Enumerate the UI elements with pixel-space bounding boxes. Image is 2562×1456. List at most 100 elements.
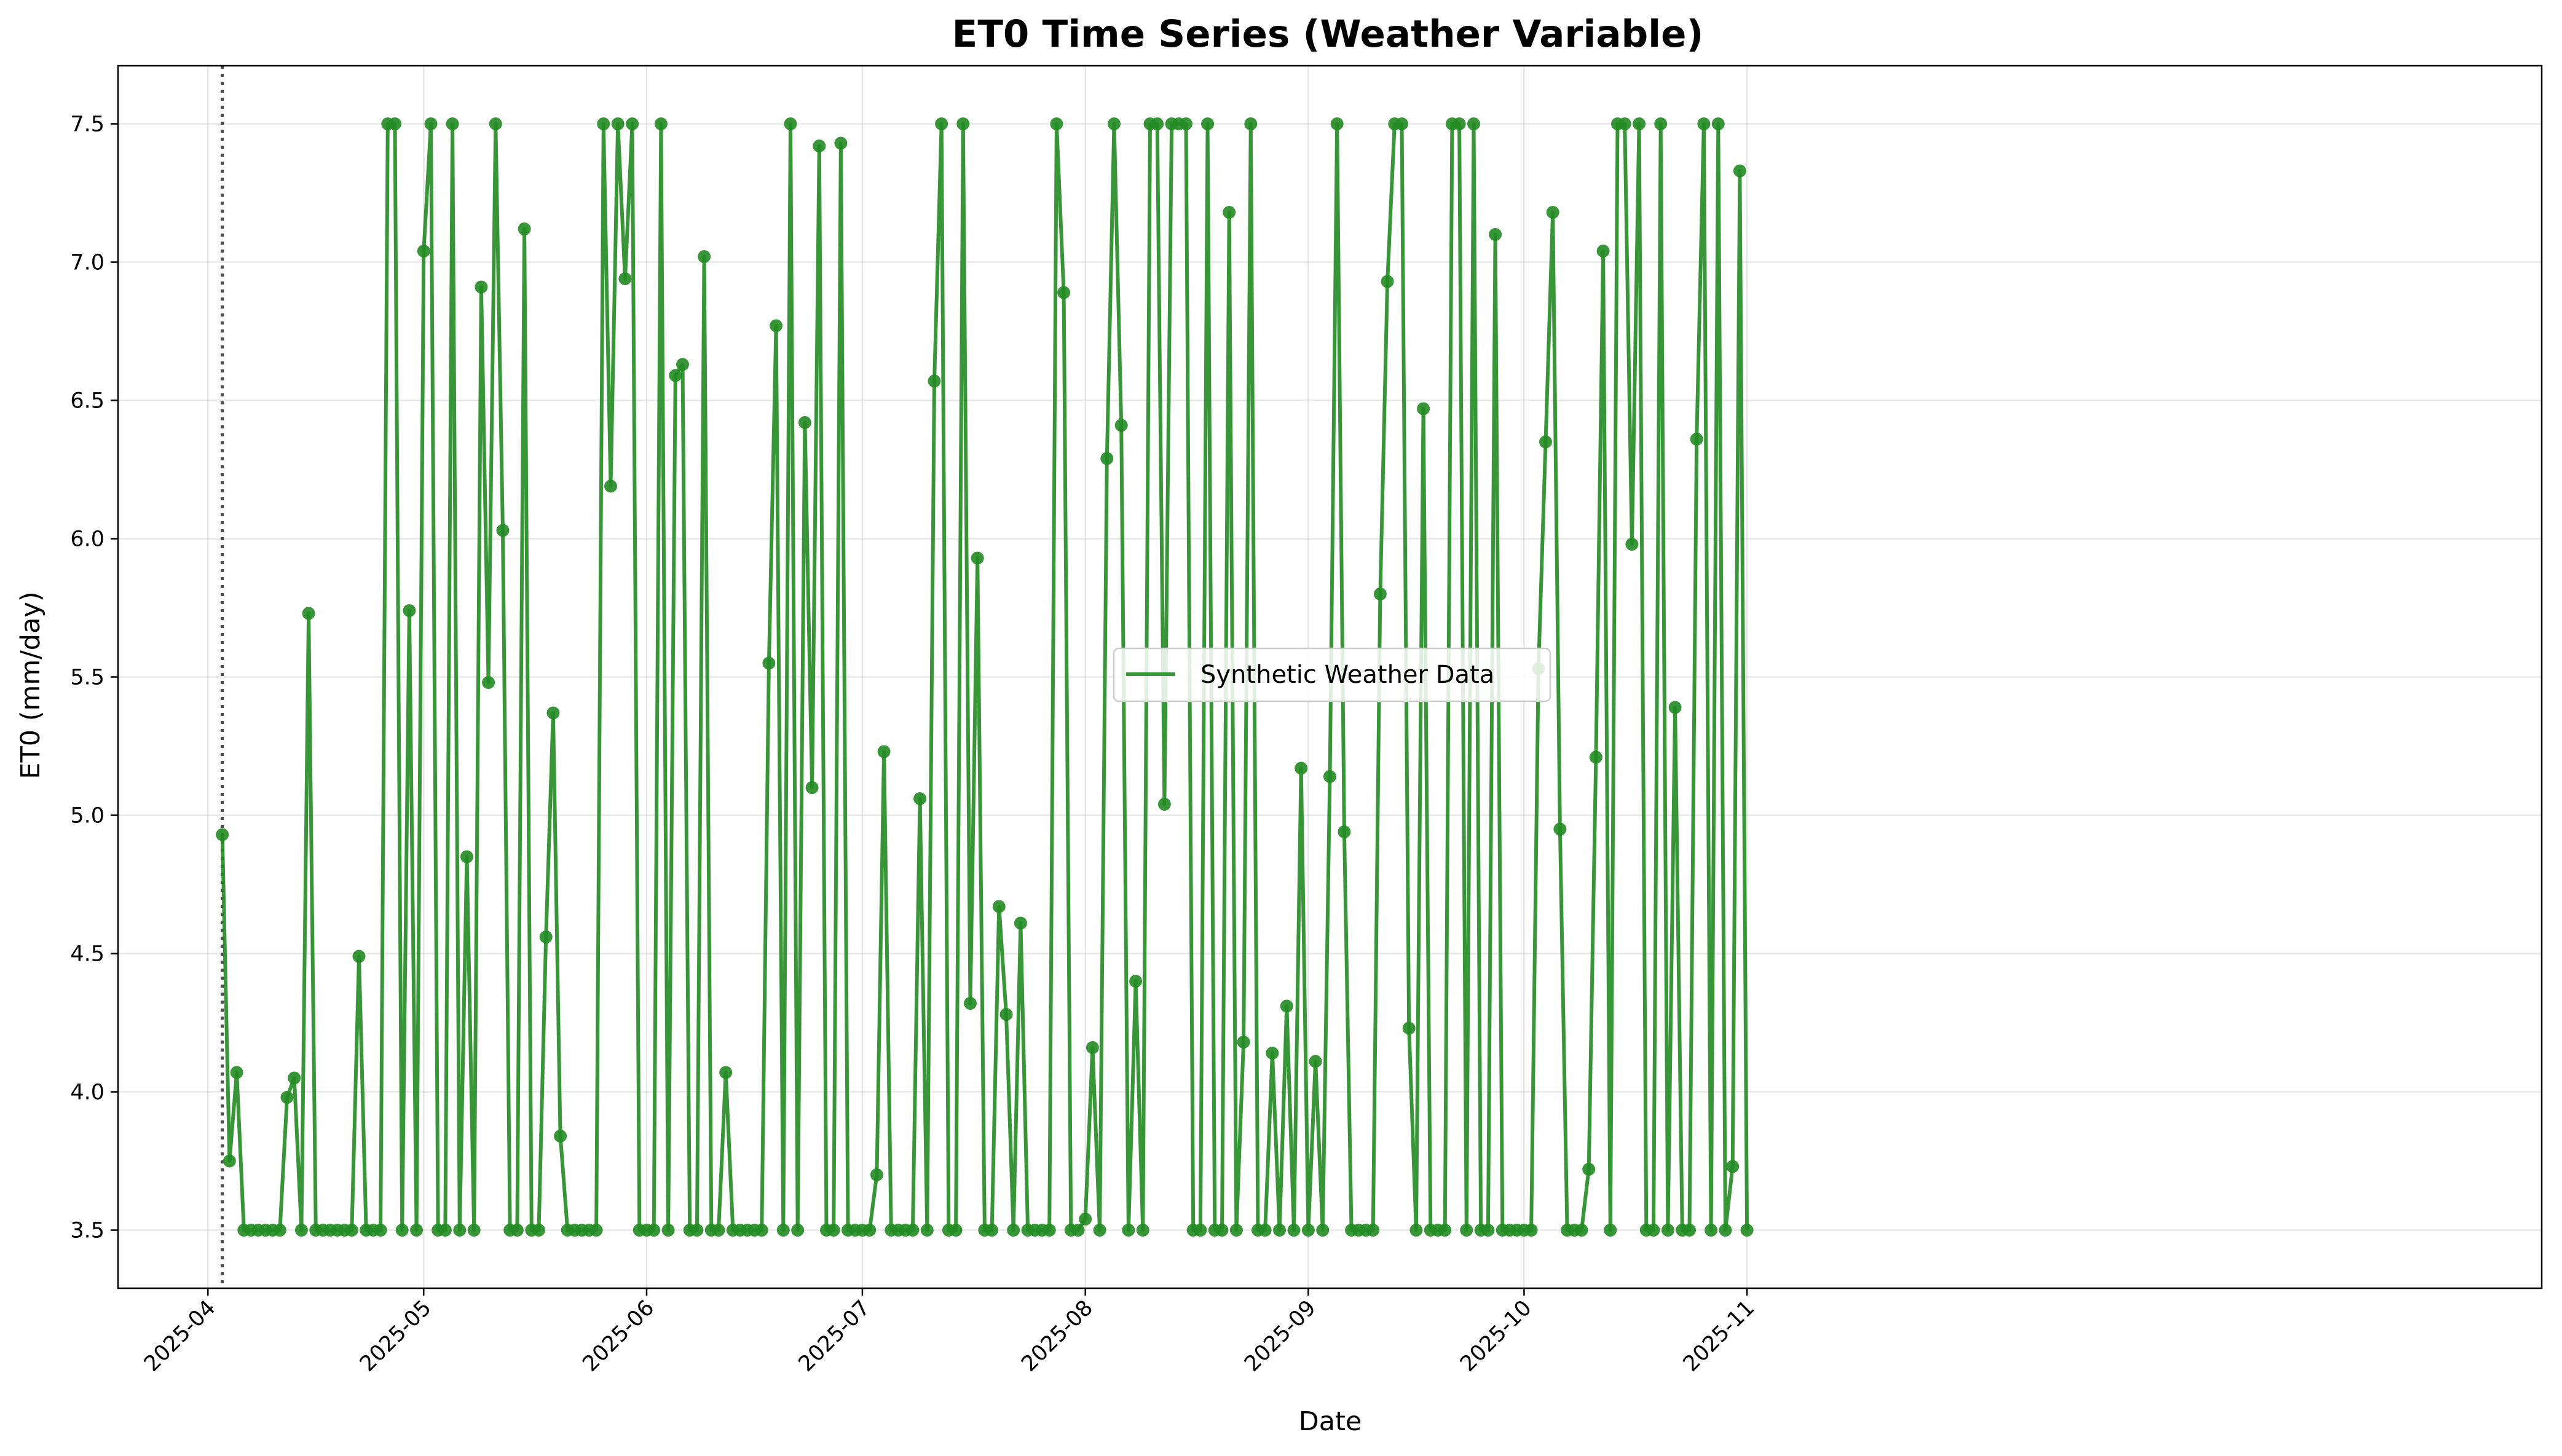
data-point bbox=[1438, 1224, 1452, 1237]
data-point bbox=[1316, 1224, 1330, 1237]
data-point bbox=[467, 1224, 481, 1237]
y-tick-label-5: 6.0 bbox=[70, 527, 104, 552]
data-point bbox=[1575, 1224, 1588, 1237]
data-point bbox=[1071, 1224, 1085, 1237]
data-point bbox=[971, 551, 984, 565]
data-point bbox=[755, 1224, 768, 1237]
legend-entry-label: Synthetic Weather Data bbox=[1200, 661, 1494, 689]
data-point bbox=[1201, 117, 1215, 130]
data-point bbox=[1697, 117, 1711, 130]
data-point bbox=[1114, 419, 1128, 432]
data-point bbox=[273, 1224, 286, 1237]
data-point bbox=[1661, 1224, 1674, 1237]
data-point bbox=[654, 117, 668, 130]
data-point bbox=[345, 1224, 358, 1237]
data-point bbox=[1460, 1224, 1473, 1237]
data-point bbox=[762, 656, 776, 670]
data-point bbox=[1726, 1160, 1740, 1173]
data-point bbox=[230, 1066, 243, 1079]
data-point bbox=[446, 117, 459, 130]
data-point bbox=[280, 1091, 294, 1104]
data-point bbox=[647, 1224, 661, 1237]
data-point bbox=[489, 117, 502, 130]
data-point bbox=[1100, 452, 1114, 465]
data-point bbox=[1266, 1047, 1279, 1060]
data-point bbox=[956, 117, 970, 130]
data-point bbox=[403, 604, 416, 617]
y-tick-label-6: 6.5 bbox=[70, 389, 104, 414]
data-point bbox=[1309, 1055, 1322, 1068]
data-point bbox=[1654, 117, 1668, 130]
data-point bbox=[834, 136, 848, 150]
data-point bbox=[302, 607, 315, 620]
y-tick-label-3: 5.0 bbox=[70, 804, 104, 828]
data-point bbox=[1489, 228, 1502, 241]
data-point bbox=[906, 1224, 920, 1237]
data-point bbox=[410, 1224, 424, 1237]
data-point bbox=[1194, 1224, 1207, 1237]
data-point bbox=[1287, 1224, 1301, 1237]
data-point bbox=[597, 117, 610, 130]
y-tick-label-8: 7.5 bbox=[70, 112, 104, 137]
y-tick-label-1: 4.0 bbox=[70, 1080, 104, 1105]
data-point bbox=[546, 706, 560, 720]
data-point bbox=[1740, 1224, 1754, 1237]
data-point bbox=[1014, 916, 1027, 930]
data-point bbox=[604, 479, 617, 493]
data-point bbox=[388, 117, 401, 130]
data-point bbox=[1086, 1041, 1099, 1054]
data-point bbox=[539, 931, 553, 943]
data-point bbox=[805, 781, 819, 794]
y-axis-label: ET0 (mm/day) bbox=[15, 591, 46, 779]
data-point bbox=[1690, 433, 1703, 446]
data-point bbox=[352, 950, 366, 963]
data-point bbox=[294, 1224, 308, 1237]
data-point bbox=[1043, 1224, 1056, 1237]
data-point bbox=[1338, 825, 1351, 838]
data-point bbox=[928, 374, 941, 388]
data-point bbox=[1452, 117, 1466, 130]
data-point bbox=[288, 1071, 301, 1085]
data-point bbox=[913, 792, 927, 805]
data-point bbox=[1157, 798, 1171, 811]
data-point bbox=[1237, 1036, 1250, 1049]
data-point bbox=[1402, 1021, 1416, 1035]
data-point bbox=[1295, 761, 1308, 775]
data-point bbox=[518, 222, 531, 235]
data-point bbox=[1711, 117, 1725, 130]
data-point bbox=[877, 745, 891, 758]
data-point bbox=[1280, 999, 1293, 1013]
data-point bbox=[791, 1224, 805, 1237]
data-point bbox=[1323, 770, 1336, 783]
data-point bbox=[453, 1224, 467, 1237]
legend: Synthetic Weather Data bbox=[1113, 647, 1551, 702]
data-point bbox=[813, 140, 826, 152]
data-point bbox=[690, 1224, 704, 1237]
data-point bbox=[719, 1066, 733, 1079]
data-point bbox=[935, 117, 948, 130]
data-point bbox=[698, 250, 711, 263]
data-point bbox=[1705, 1224, 1718, 1237]
data-point bbox=[1417, 402, 1430, 415]
data-point bbox=[1057, 286, 1071, 299]
plot-area-frame bbox=[117, 65, 2543, 1289]
data-point bbox=[1215, 1224, 1229, 1237]
data-point bbox=[216, 828, 229, 841]
data-point bbox=[1524, 1224, 1538, 1237]
data-point bbox=[1647, 1224, 1660, 1237]
data-point bbox=[1589, 750, 1602, 764]
data-point bbox=[1618, 117, 1631, 130]
data-point bbox=[475, 280, 488, 294]
data-point bbox=[1129, 975, 1143, 988]
data-point bbox=[532, 1224, 545, 1237]
data-point bbox=[1330, 117, 1344, 130]
data-point bbox=[1273, 1224, 1287, 1237]
data-point bbox=[417, 245, 430, 258]
data-point bbox=[611, 117, 625, 130]
data-point bbox=[1625, 538, 1639, 551]
data-point bbox=[827, 1224, 840, 1237]
y-tick-label-7: 7.0 bbox=[70, 251, 104, 275]
data-point bbox=[784, 117, 797, 130]
data-point bbox=[1409, 1224, 1423, 1237]
